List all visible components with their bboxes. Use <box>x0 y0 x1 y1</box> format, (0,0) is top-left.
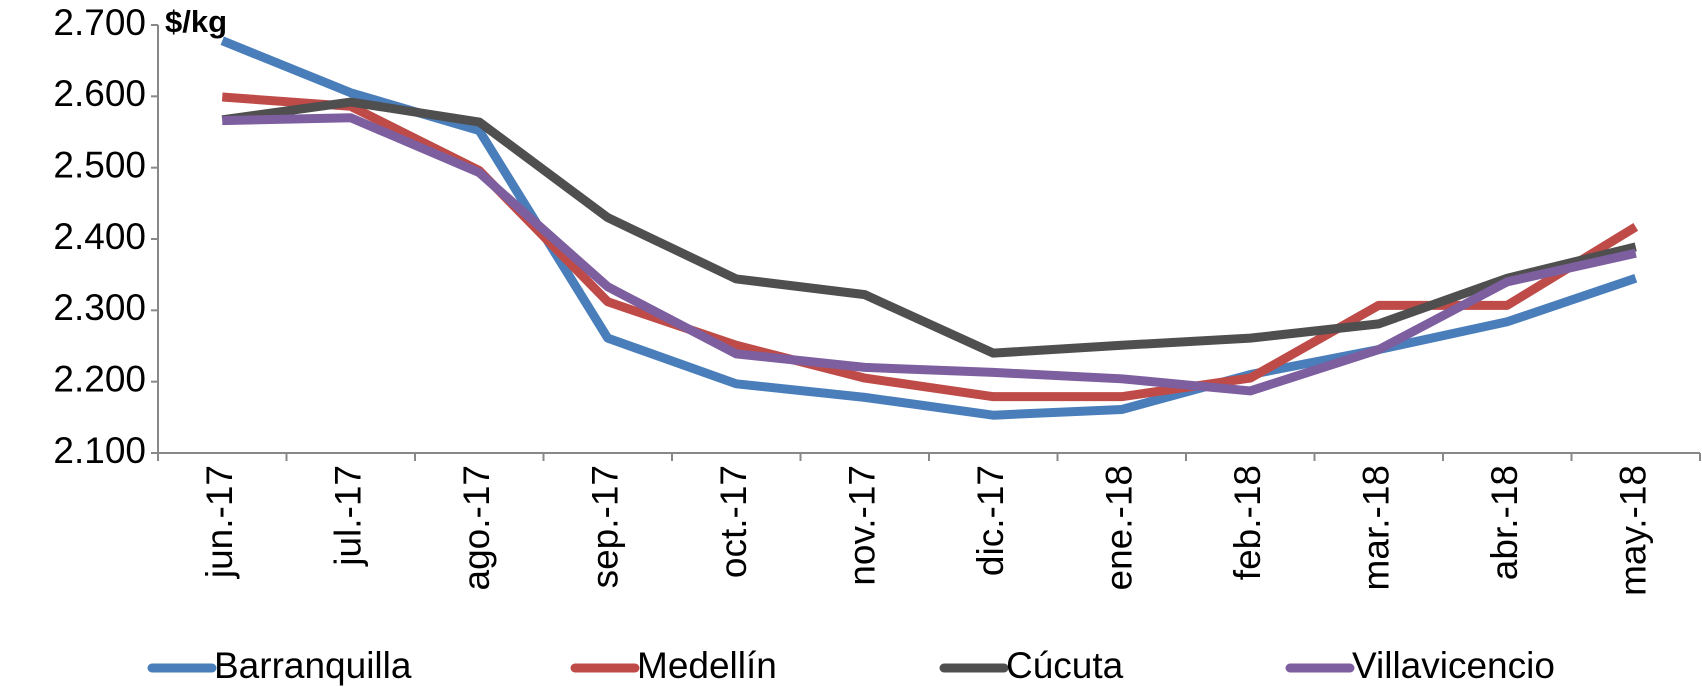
x-tick-label: ago.-17 <box>456 465 497 591</box>
legend-label: Villavicencio <box>1352 645 1555 686</box>
legend-label: Cúcuta <box>1006 645 1124 686</box>
y-tick-label: 2.700 <box>53 2 146 43</box>
series-line <box>221 92 1639 402</box>
x-tick-label: jul.-17 <box>328 465 369 567</box>
x-tick-label: jun.-17 <box>199 465 240 579</box>
x-tick-label: dic.-17 <box>970 465 1011 576</box>
y-tick-label: 2.600 <box>53 73 146 114</box>
legend-label: Medellín <box>637 645 777 686</box>
x-tick-label: feb.-18 <box>1227 465 1268 580</box>
y-tick-label: 2.200 <box>53 358 146 399</box>
x-tick-label: mar.-18 <box>1356 465 1397 590</box>
y-axis-label: $/kg <box>165 4 227 39</box>
y-tick-label: 2.500 <box>53 144 146 185</box>
y-tick-label: 2.300 <box>53 287 146 328</box>
x-tick-label: abr.-18 <box>1484 465 1525 580</box>
y-tick-label: 2.100 <box>53 430 146 471</box>
series-line <box>220 36 1638 420</box>
y-tick-label: 2.400 <box>53 216 146 257</box>
x-tick-label: may.-18 <box>1613 465 1654 596</box>
x-tick-label: ene.-18 <box>1099 465 1140 591</box>
x-tick-label: sep.-17 <box>585 465 626 588</box>
x-tick-label: nov.-17 <box>842 465 883 586</box>
x-tick-label: oct.-17 <box>713 465 754 578</box>
legend-label: Barranquilla <box>214 645 412 686</box>
series-line <box>222 113 1637 396</box>
series-line <box>221 97 1637 358</box>
